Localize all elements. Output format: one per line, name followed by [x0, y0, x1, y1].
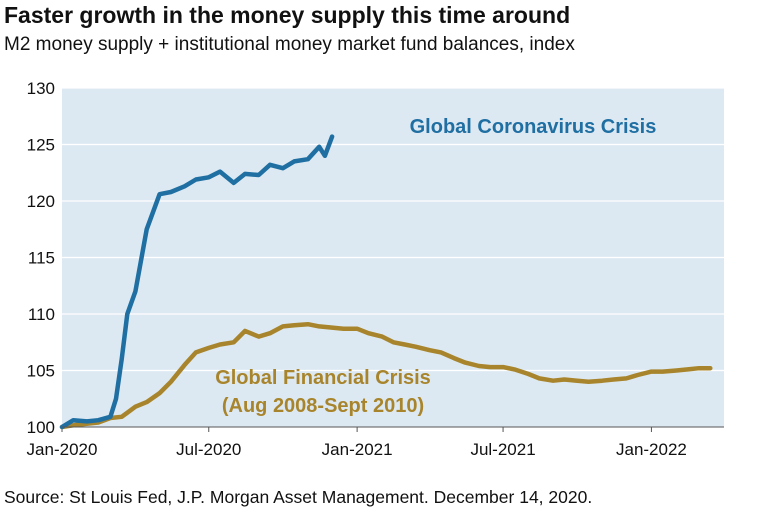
- y-tick-label: 125: [27, 136, 55, 155]
- x-tick-label: Jul-2020: [176, 440, 241, 459]
- series-labels: Global Coronavirus Crisis Global Financia…: [215, 116, 656, 417]
- series-label: Global Financial Crisis: [215, 367, 431, 389]
- x-tick-label: Jul-2021: [470, 440, 535, 459]
- y-tick-label: 100: [27, 418, 55, 437]
- series-label: Global Coronavirus Crisis: [410, 116, 657, 138]
- y-tick-label: 120: [27, 192, 55, 211]
- y-tick-label: 115: [28, 249, 55, 268]
- series-line-coronavirus: [59, 134, 335, 430]
- series-line-financial-crisis: [59, 321, 713, 430]
- x-tick-label: Jan-2021: [322, 440, 393, 459]
- y-axis: 100 105 110 115 120 125 130: [27, 79, 55, 437]
- chart-title: Faster growth in the money supply this t…: [4, 2, 571, 28]
- series-label: (Aug 2008-Sept 2010): [222, 395, 424, 417]
- x-tick-label: Jan-2020: [27, 440, 98, 459]
- y-tick-label: 110: [28, 305, 55, 324]
- source-note: Source: St Louis Fed, J.P. Morgan Asset …: [4, 487, 593, 507]
- x-axis: Jan-2020 Jul-2020 Jan-2021 Jul-2021 Jan-2022: [27, 427, 687, 459]
- series-lines: [59, 134, 713, 430]
- y-tick-label: 130: [27, 79, 55, 98]
- x-tick-label: Jan-2022: [616, 440, 687, 459]
- y-tick-label: 105: [27, 362, 55, 381]
- chart-subtitle: M2 money supply + institutional money ma…: [4, 34, 575, 55]
- grid-lines: [62, 87, 724, 372]
